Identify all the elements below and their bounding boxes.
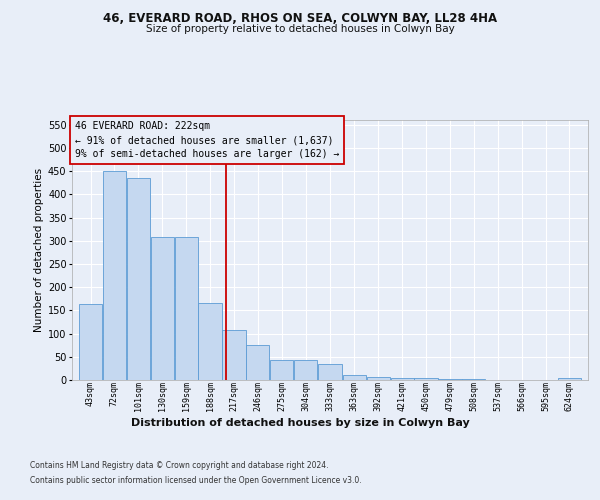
Bar <box>558 378 581 380</box>
Bar <box>246 345 269 380</box>
Text: 46 EVERARD ROAD: 222sqm
← 91% of detached houses are smaller (1,637)
9% of semi-: 46 EVERARD ROAD: 222sqm ← 91% of detache… <box>74 122 339 160</box>
Bar <box>415 378 437 380</box>
Text: 46, EVERARD ROAD, RHOS ON SEA, COLWYN BAY, LL28 4HA: 46, EVERARD ROAD, RHOS ON SEA, COLWYN BA… <box>103 12 497 26</box>
Text: Contains HM Land Registry data © Crown copyright and database right 2024.: Contains HM Land Registry data © Crown c… <box>30 461 329 470</box>
Bar <box>462 379 485 380</box>
Bar <box>391 378 414 380</box>
Bar <box>223 330 245 380</box>
Bar <box>175 238 198 380</box>
Bar <box>79 304 102 380</box>
Bar <box>151 238 174 380</box>
Bar <box>294 360 317 380</box>
Text: Contains public sector information licensed under the Open Government Licence v3: Contains public sector information licen… <box>30 476 362 485</box>
Bar <box>367 377 390 380</box>
Bar <box>199 304 221 380</box>
Bar <box>270 360 293 380</box>
Bar <box>318 364 342 380</box>
Bar <box>439 379 461 380</box>
Bar <box>103 171 126 380</box>
Bar <box>343 375 366 380</box>
Y-axis label: Number of detached properties: Number of detached properties <box>34 168 44 332</box>
Text: Size of property relative to detached houses in Colwyn Bay: Size of property relative to detached ho… <box>146 24 454 34</box>
Text: Distribution of detached houses by size in Colwyn Bay: Distribution of detached houses by size … <box>131 418 469 428</box>
Bar <box>127 178 150 380</box>
